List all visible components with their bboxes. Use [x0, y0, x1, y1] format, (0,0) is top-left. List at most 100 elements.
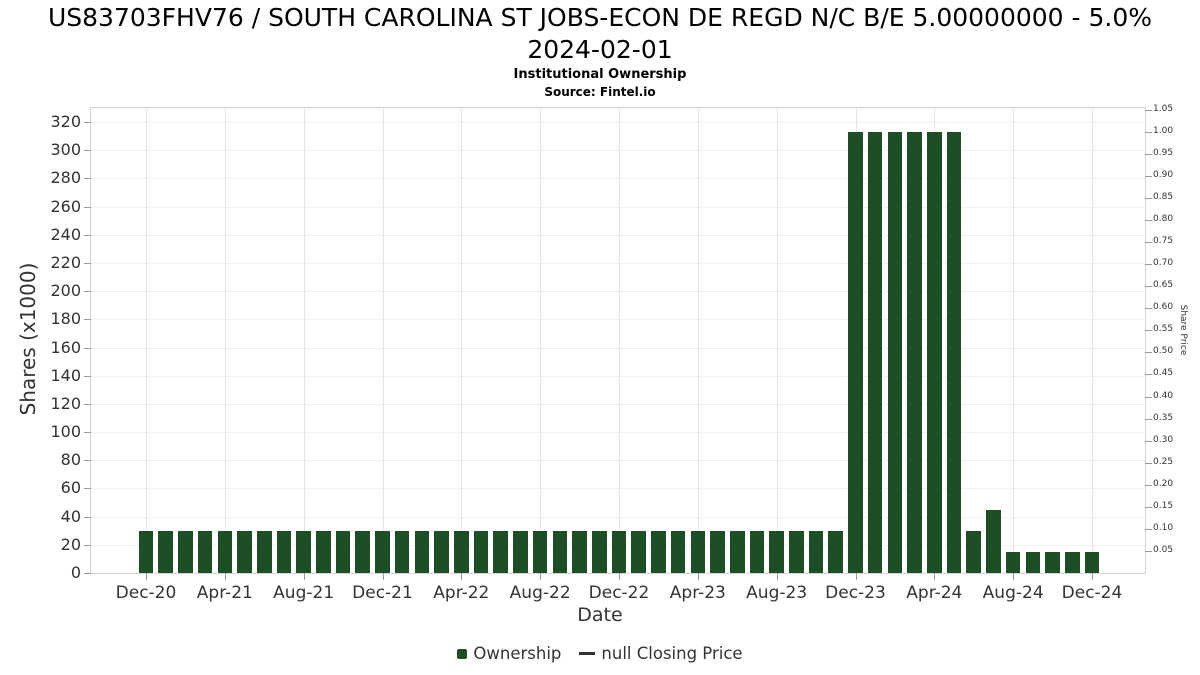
ownership-bar[interactable]: [808, 530, 824, 573]
legend-item-ownership[interactable]: Ownership: [457, 644, 561, 663]
plot-area: 0 20 40 60 80 100 120 140 160 180 200 220 240 260 280 3…: [50, 104, 1173, 603]
x-axis-tick-label: Apr-24: [906, 583, 963, 603]
ownership-bar[interactable]: [1084, 551, 1100, 573]
right-axis-tick: [1145, 440, 1152, 442]
right-axis-tick: [1145, 308, 1152, 310]
ownership-bar[interactable]: [749, 530, 765, 573]
right-axis-tick: [1145, 330, 1152, 332]
v-gridline: [303, 108, 305, 573]
ownership-bar[interactable]: [513, 530, 528, 573]
ownership-bar[interactable]: [454, 530, 469, 573]
ownership-bar[interactable]: [710, 530, 725, 573]
right-axis-tick-label: 0.80: [1153, 214, 1174, 225]
ownership-bar[interactable]: [217, 530, 233, 573]
v-gridline: [540, 108, 542, 573]
ownership-bar[interactable]: [670, 530, 686, 573]
ownership-bar[interactable]: [1045, 551, 1060, 573]
ownership-bar[interactable]: [355, 530, 371, 573]
ownership-bar[interactable]: [197, 530, 213, 573]
ownership-bar[interactable]: [927, 131, 942, 573]
x-axis-tick: [382, 573, 384, 580]
ownership-bar[interactable]: [1064, 551, 1080, 573]
ownership-bar[interactable]: [138, 530, 154, 573]
chart-source-label: Source: Fintel.io: [544, 85, 656, 99]
ownership-bar[interactable]: [335, 530, 351, 573]
right-axis-tick: [1145, 352, 1152, 354]
ownership-bar[interactable]: [493, 530, 509, 573]
right-axis-tick-label: 0.20: [1153, 478, 1174, 489]
right-axis-tick: [1145, 153, 1152, 155]
h-gridline: [91, 234, 1145, 236]
left-axis-tick-label: 60: [60, 478, 81, 498]
x-axis-tick-label: Aug-21: [273, 583, 335, 603]
legend-label-closing-price: null Closing Price: [601, 644, 743, 663]
ownership-bar[interactable]: [316, 530, 331, 573]
right-axis-tick: [1145, 506, 1152, 508]
x-axis-tick: [146, 573, 147, 580]
x-axis-tick-label: Apr-21: [196, 583, 253, 603]
ownership-bar[interactable]: [789, 530, 804, 573]
ownership-bar[interactable]: [631, 530, 646, 573]
x-axis-tick-label: Dec-24: [1061, 583, 1123, 603]
ownership-bar[interactable]: [907, 131, 922, 573]
v-gridline: [382, 108, 384, 573]
closing-price-line-icon: [579, 652, 596, 655]
left-axis-tick-label: 300: [50, 140, 81, 160]
left-axis-tick-label: 160: [50, 337, 81, 357]
left-axis-tick-label: 180: [50, 309, 81, 329]
left-axis-tick-label: 220: [50, 253, 81, 272]
right-axis-tick-label: 0.10: [1153, 522, 1174, 533]
x-axis-tick: [934, 573, 936, 580]
ownership-bar[interactable]: [375, 530, 390, 573]
ownership-bar[interactable]: [256, 530, 272, 573]
right-axis-tick-label: 0.85: [1153, 192, 1174, 202]
right-axis-tick: [1145, 484, 1152, 486]
ownership-bar[interactable]: [591, 530, 607, 573]
ownership-bar[interactable]: [651, 530, 666, 573]
ownership-bar[interactable]: [473, 530, 489, 573]
right-axis-tick: [1145, 396, 1152, 398]
left-axis-tick: [84, 291, 91, 293]
right-axis-tick-label: 0.40: [1153, 390, 1174, 401]
ownership-bar[interactable]: [887, 131, 903, 573]
left-axis-tick: [84, 544, 91, 546]
ownership-bar[interactable]: [986, 509, 1001, 573]
right-axis-tick: [1145, 462, 1152, 464]
right-axis-tick-label: 1.00: [1153, 125, 1174, 136]
legend-item-closing-price[interactable]: null Closing Price: [579, 644, 743, 663]
left-axis-tick: [84, 375, 91, 377]
left-axis-tick: [84, 347, 91, 349]
left-axis-tick-label: 120: [50, 393, 81, 413]
x-axis-tick-label: Dec-21: [352, 583, 413, 603]
ownership-bar[interactable]: [867, 131, 883, 573]
h-gridline: [91, 460, 1145, 462]
ownership-bar[interactable]: [178, 530, 193, 573]
left-axis-tick: [84, 178, 91, 180]
ownership-bar[interactable]: [237, 530, 252, 573]
right-axis-tick-label: 0.90: [1153, 169, 1174, 180]
ownership-bar[interactable]: [611, 530, 627, 573]
ownership-bar[interactable]: [434, 530, 449, 573]
ownership-bar[interactable]: [276, 530, 292, 573]
ownership-bar[interactable]: [296, 530, 311, 573]
ownership-bar[interactable]: [414, 530, 430, 573]
x-axis-tick-label: Dec-20: [115, 583, 177, 603]
ownership-bar[interactable]: [158, 530, 173, 573]
left-axis-tick-label: 320: [50, 112, 81, 132]
ownership-bar[interactable]: [729, 530, 745, 573]
right-axis-tick: [1145, 175, 1152, 177]
h-gridline: [91, 291, 1145, 293]
ownership-bar[interactable]: [690, 530, 706, 573]
ownership-bar[interactable]: [946, 131, 962, 573]
ownership-bar[interactable]: [552, 530, 568, 573]
ownership-bar[interactable]: [966, 530, 982, 573]
ownership-bar[interactable]: [394, 530, 410, 573]
ownership-bar[interactable]: [1025, 551, 1041, 573]
ownership-bar[interactable]: [532, 530, 548, 573]
ownership-bar[interactable]: [769, 530, 784, 573]
ownership-bar[interactable]: [828, 530, 844, 573]
ownership-bar[interactable]: [1005, 551, 1021, 573]
ownership-bar[interactable]: [572, 530, 587, 573]
ownership-bar[interactable]: [848, 131, 863, 573]
legend: Ownership null Closing Price: [0, 644, 1200, 663]
